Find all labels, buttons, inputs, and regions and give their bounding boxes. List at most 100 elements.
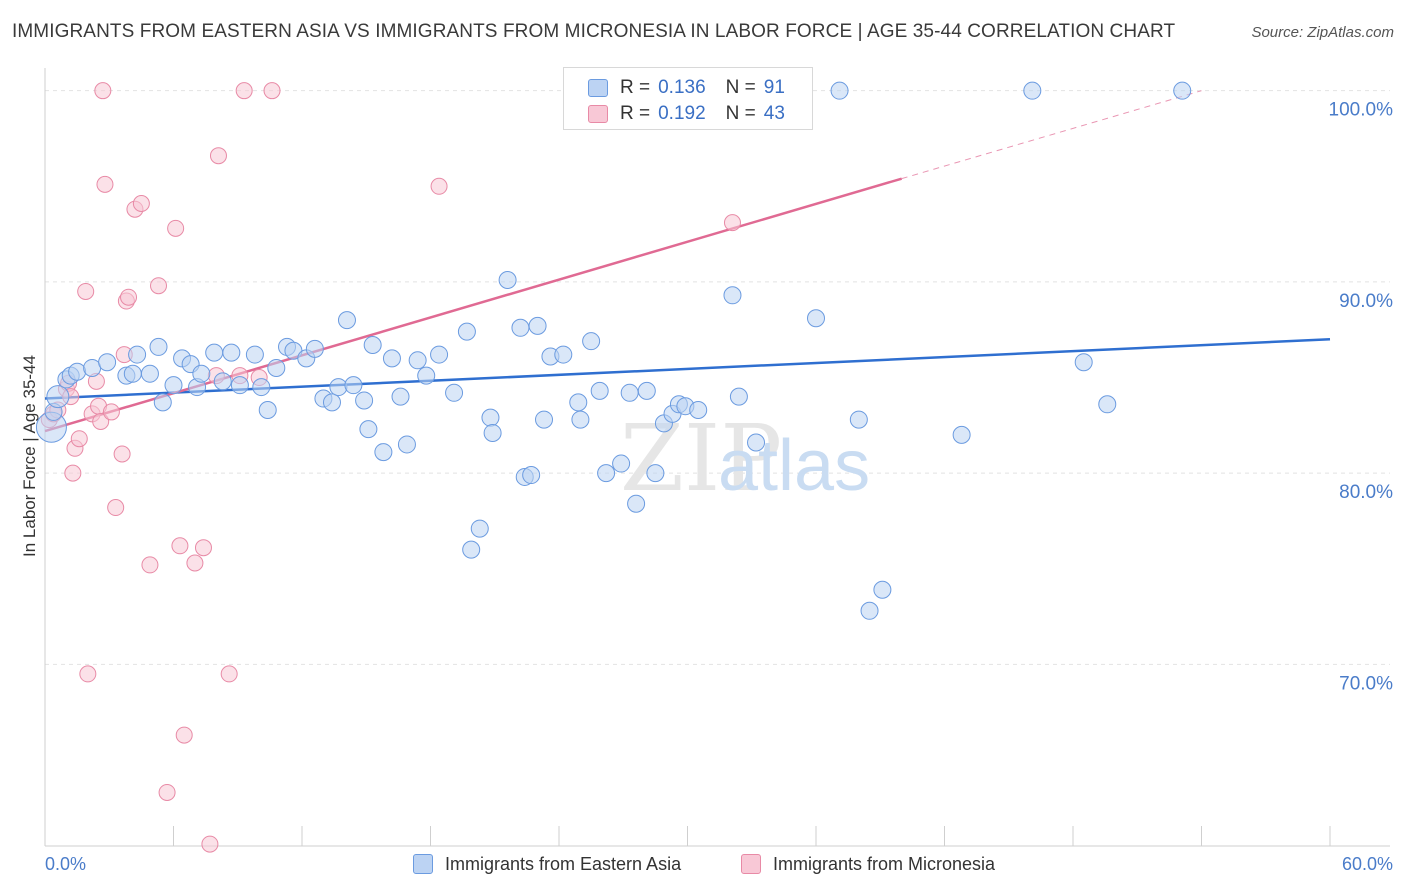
point-eastern-asia	[627, 494, 646, 513]
legend-swatch-pink	[588, 105, 608, 123]
point-eastern-asia	[597, 464, 616, 483]
trend-line-micronesia	[44, 177, 903, 433]
legend-n-label: N =	[725, 77, 756, 98]
point-eastern-asia	[391, 387, 410, 406]
y-tick-label: 70.0%	[1339, 673, 1393, 694]
point-micronesia	[107, 499, 125, 517]
point-eastern-asia	[457, 322, 476, 341]
point-eastern-asia	[230, 376, 249, 395]
tick-labels: 100.0% 90.0% 80.0% 70.0% 0.0% 60.0%	[45, 100, 1393, 874]
point-micronesia	[167, 219, 185, 237]
point-micronesia	[235, 82, 253, 100]
point-eastern-asia	[723, 286, 742, 305]
point-eastern-asia	[860, 601, 879, 620]
bottom-legend-label: Immigrants from Eastern Asia	[445, 853, 682, 874]
point-eastern-asia	[46, 385, 70, 409]
bottom-legend-label: Immigrants from Micronesia	[773, 853, 996, 874]
point-eastern-asia	[747, 433, 766, 452]
point-micronesia	[263, 82, 281, 100]
bottom-legend-swatch-blue	[413, 854, 433, 874]
point-eastern-asia	[83, 358, 102, 377]
point-eastern-asia	[590, 381, 609, 400]
point-eastern-asia	[363, 336, 382, 355]
point-micronesia	[186, 554, 204, 572]
bottom-legend-swatch-pink	[741, 854, 761, 874]
point-eastern-asia	[153, 393, 172, 412]
point-eastern-asia	[359, 420, 378, 439]
legend-r-label: R =	[620, 77, 651, 98]
chart-title: IMMIGRANTS FROM EASTERN ASIA VS IMMIGRAN…	[12, 21, 1176, 42]
point-eastern-asia	[1023, 81, 1042, 100]
source-credit: Source: ZipAtlas.com	[1251, 24, 1394, 41]
series-eastern-asia-points	[35, 81, 1192, 620]
point-micronesia	[430, 177, 448, 195]
point-eastern-asia	[192, 364, 211, 383]
point-eastern-asia	[258, 401, 277, 420]
point-micronesia	[94, 82, 112, 100]
point-eastern-asia	[337, 311, 356, 330]
point-eastern-asia	[445, 383, 464, 402]
point-micronesia	[150, 277, 168, 295]
point-eastern-asia	[397, 435, 416, 454]
point-eastern-asia	[149, 337, 168, 356]
point-micronesia	[79, 665, 97, 683]
watermark-atlas: atlas	[718, 426, 870, 506]
bottom-legend-micronesia: Immigrants from Micronesia	[741, 852, 995, 876]
point-eastern-asia	[329, 378, 348, 397]
point-eastern-asia	[522, 466, 541, 485]
point-eastern-asia	[164, 376, 183, 395]
point-eastern-asia	[830, 81, 849, 100]
legend-n-value: 43	[763, 103, 785, 124]
point-eastern-asia	[1173, 81, 1192, 100]
point-eastern-asia	[873, 580, 892, 599]
point-eastern-asia	[637, 381, 656, 400]
point-eastern-asia	[123, 364, 142, 383]
point-micronesia	[194, 539, 212, 557]
legend-r-value: 0.136	[658, 77, 706, 98]
point-eastern-asia	[807, 309, 825, 328]
point-micronesia	[64, 464, 82, 482]
point-micronesia	[77, 282, 95, 300]
legend-row-micronesia: R = 0.192 N = 43	[588, 103, 785, 125]
point-micronesia	[96, 175, 114, 193]
legend-n-value: 91	[763, 77, 785, 98]
point-eastern-asia	[252, 378, 271, 397]
legend-r-value: 0.192	[658, 103, 706, 124]
legend-row-eastern-asia: R = 0.136 N = 91	[588, 77, 785, 99]
point-eastern-asia	[417, 366, 436, 385]
trend-line-micronesia-extension	[901, 90, 1202, 180]
point-eastern-asia	[374, 443, 393, 462]
point-eastern-asia	[952, 425, 971, 444]
point-micronesia	[113, 445, 131, 463]
legend-swatch-blue	[588, 79, 608, 97]
point-eastern-asia	[554, 345, 573, 364]
point-eastern-asia	[612, 454, 631, 473]
point-eastern-asia	[571, 410, 590, 429]
point-eastern-asia	[1074, 353, 1093, 372]
bottom-legend-eastern-asia: Immigrants from Eastern Asia	[413, 852, 681, 876]
point-eastern-asia	[382, 349, 401, 368]
legend-r-label: R =	[620, 103, 651, 124]
point-micronesia	[201, 835, 219, 853]
point-eastern-asia	[582, 332, 601, 351]
point-eastern-asia	[355, 391, 374, 410]
x-tick-label: 0.0%	[45, 854, 86, 874]
point-eastern-asia	[140, 364, 159, 383]
point-eastern-asia	[569, 393, 588, 412]
point-micronesia	[70, 430, 88, 448]
point-micronesia	[132, 195, 150, 213]
point-eastern-asia	[267, 358, 286, 377]
point-eastern-asia	[849, 410, 868, 429]
point-eastern-asia	[245, 345, 264, 364]
point-eastern-asia	[462, 540, 481, 559]
point-eastern-asia	[689, 401, 708, 420]
point-micronesia	[171, 537, 189, 555]
point-micronesia	[102, 403, 120, 421]
point-eastern-asia	[483, 423, 502, 442]
watermark: ZIP atlas	[620, 405, 870, 512]
point-eastern-asia	[1098, 395, 1117, 414]
point-eastern-asia	[528, 316, 547, 335]
point-micronesia	[209, 147, 227, 165]
point-eastern-asia	[205, 343, 224, 362]
y-tick-label: 90.0%	[1339, 291, 1393, 312]
